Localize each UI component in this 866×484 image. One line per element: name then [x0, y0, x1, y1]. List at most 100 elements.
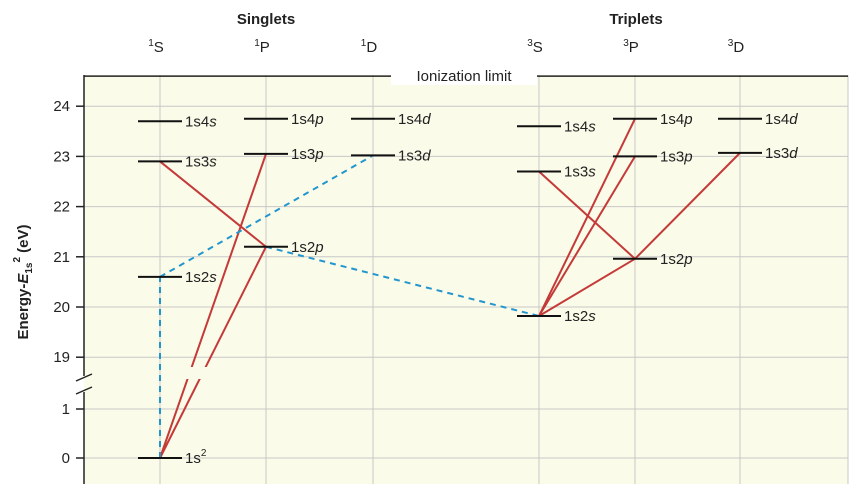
- level-label-prefix: 1s4: [564, 118, 588, 135]
- ionization-limit: Ionization limit: [84, 67, 848, 86]
- energy-levels: 1s21s2s1s3s1s4s1s2p1s3p1s4p1s3d1s4d1s2s1…: [138, 111, 798, 467]
- column-header-letter: P: [629, 39, 639, 56]
- allowed-transition: [538, 118, 636, 317]
- level-label-orbital: d: [789, 111, 798, 128]
- level-label-orbital: p: [683, 251, 692, 268]
- tick-label-20: 20: [53, 299, 70, 316]
- level-label-orbital: p: [314, 111, 323, 128]
- allowed-transition: [538, 170, 636, 260]
- grid-lines: [84, 75, 849, 484]
- column-header-1d: 1D: [361, 38, 378, 56]
- tick-label-1: 1: [62, 401, 70, 418]
- allowed-transition: [538, 155, 636, 317]
- column-header-1p: 1P: [254, 38, 270, 56]
- level-label-prefix: 1s4: [398, 111, 422, 128]
- level-label: 1s2s: [185, 269, 217, 286]
- level-label-prefix: 1s4: [660, 111, 684, 128]
- level-label: 1s4d: [765, 111, 798, 128]
- allowed-transition: [159, 153, 267, 459]
- level-label: 1s3p: [291, 146, 324, 163]
- level-label-orbital: d: [422, 147, 431, 164]
- level-label: 1s2p: [660, 251, 693, 268]
- level-label-orbital: p: [683, 148, 692, 165]
- tick-label-0: 0: [62, 450, 70, 467]
- column-header-3d: 3D: [728, 38, 745, 56]
- allowed-transition: [538, 257, 636, 317]
- column-header-3p: 3P: [623, 38, 639, 56]
- level-label-orbital: s: [209, 113, 217, 130]
- axis-break-gap: [170, 367, 210, 379]
- column-header-multiplicity: 3: [728, 38, 734, 49]
- column-header-letter: S: [533, 39, 543, 56]
- tick-label-21: 21: [53, 249, 70, 266]
- level-label-orbital: d: [422, 111, 431, 128]
- axis-break-mark: [75, 386, 93, 395]
- level-label-prefix: 1s: [185, 450, 201, 467]
- level-label-prefix: 1s3: [660, 148, 684, 165]
- level-label-orbital: s: [209, 153, 217, 170]
- y-axis-label-sub: 1s: [24, 262, 35, 274]
- level-label: 1s4p: [291, 111, 324, 128]
- level-label-orbital: p: [314, 146, 323, 163]
- axes: 19 20 21 22 23 24 0 1: [53, 75, 93, 484]
- allowed-transition: [159, 160, 267, 248]
- plot-background: [84, 75, 848, 484]
- level-label-prefix: 1s3: [398, 147, 422, 164]
- level-label-prefix: 1s2: [291, 239, 315, 256]
- column-headers: 1S 1P 1D 3S 3P 3D: [148, 38, 744, 56]
- y-axis-label: Energy-E1s2 (eV): [12, 224, 35, 339]
- column-header-multiplicity: 1: [148, 38, 154, 49]
- level-label: 1s2: [185, 448, 207, 467]
- axis-break-mark: [75, 373, 93, 382]
- level-label: 1s3s: [185, 153, 217, 170]
- column-header-3s: 3S: [527, 38, 543, 56]
- level-label-orbital: s: [209, 269, 217, 286]
- forbidden-transition: [265, 245, 540, 318]
- level-label-prefix: 1s3: [765, 145, 789, 162]
- level-label: 1s3p: [660, 148, 693, 165]
- level-label-orbital: p: [683, 111, 692, 128]
- column-header-letter: D: [366, 39, 377, 56]
- allowed-transition: [634, 152, 741, 260]
- column-header-multiplicity: 1: [361, 38, 367, 49]
- triplets-header: Triplets: [609, 11, 662, 28]
- level-label-prefix: 1s4: [185, 113, 209, 130]
- tick-label-19: 19: [53, 349, 70, 366]
- level-label: 1s3d: [765, 145, 798, 162]
- level-label: 1s3s: [564, 163, 596, 180]
- level-label-orbital: s: [588, 118, 596, 135]
- column-header-1s: 1S: [148, 38, 164, 56]
- level-label-sup: 2: [201, 448, 207, 459]
- level-label: 1s4s: [564, 118, 596, 135]
- level-label-orbital: s: [588, 163, 596, 180]
- level-label: 1s4p: [660, 111, 693, 128]
- y-axis-label-unit: (eV): [15, 224, 32, 257]
- level-label-prefix: 1s3: [564, 163, 588, 180]
- allowed-transition: [159, 246, 267, 459]
- column-header-letter: S: [154, 39, 164, 56]
- transitions: [159, 118, 741, 459]
- column-header-multiplicity: 1: [254, 38, 260, 49]
- level-label-prefix: 1s3: [291, 146, 315, 163]
- forbidden-transition: [159, 154, 374, 278]
- y-axis-label-var: E: [15, 273, 32, 284]
- level-label-prefix: 1s2: [660, 251, 684, 268]
- level-label: 1s2p: [291, 239, 324, 256]
- y-axis-label-main: Energy-: [15, 284, 32, 340]
- column-header-letter: P: [260, 39, 270, 56]
- tick-label-23: 23: [53, 148, 70, 165]
- column-header-multiplicity: 3: [527, 38, 533, 49]
- level-label-orbital: s: [588, 308, 596, 325]
- level-label: 1s4d: [398, 111, 431, 128]
- level-label-orbital: p: [314, 239, 323, 256]
- level-label-prefix: 1s4: [291, 111, 315, 128]
- level-label-prefix: 1s3: [185, 153, 209, 170]
- y-axis-label-sup: 2: [12, 257, 23, 263]
- singlets-header: Singlets: [237, 11, 295, 28]
- tick-label-24: 24: [53, 98, 70, 115]
- level-label-prefix: 1s2: [185, 269, 209, 286]
- ionization-label-bg: [391, 67, 537, 86]
- level-label-prefix: 1s2: [564, 308, 588, 325]
- level-label: 1s4s: [185, 113, 217, 130]
